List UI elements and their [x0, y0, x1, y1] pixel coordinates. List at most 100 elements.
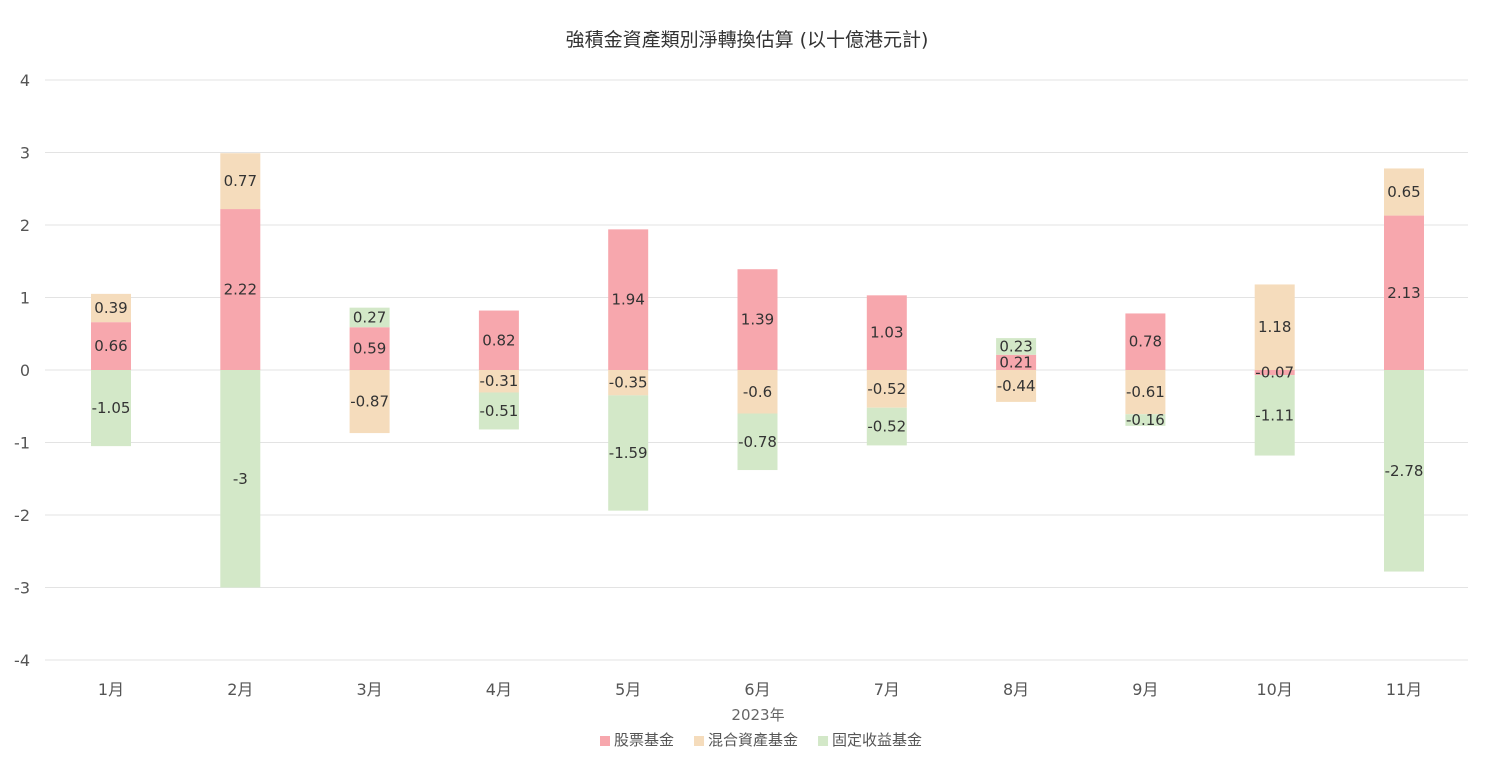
bar-segment-3-6	[737, 413, 778, 471]
chart-title: 強積金資產類別淨轉換估算 (以十億港元計)	[566, 29, 929, 51]
legend-swatch-1	[600, 736, 610, 746]
bar-segment-2-11	[1384, 168, 1424, 216]
legend-label-2: 混合資產基金	[708, 731, 798, 749]
bar-segment-2-3	[349, 370, 390, 434]
x-tick-label: 2月	[227, 680, 253, 699]
y-axis-ticks: 4 3 2 1 0 -1 -2 -3 -4	[14, 71, 30, 670]
bar-segment-1-5	[608, 229, 649, 370]
y-tick-label: 2	[20, 216, 30, 235]
bar-segment-3-4	[478, 392, 519, 430]
data-label: -0.52	[867, 418, 906, 436]
bar-segment-3-3	[349, 307, 390, 328]
data-label: 0.59	[353, 340, 386, 358]
data-label: 2.22	[224, 281, 257, 299]
bar-segment-1-8	[996, 354, 1037, 370]
bar-segment-3-8	[996, 338, 1037, 355]
y-tick-label: 0	[20, 361, 30, 380]
data-label: -1.11	[1255, 406, 1294, 424]
legend: 股票基金 混合資產基金 固定收益基金	[600, 731, 922, 749]
legend-swatch-3	[818, 736, 829, 746]
data-label: 0.21	[999, 353, 1032, 371]
x-tick-label: 9月	[1132, 680, 1158, 699]
data-label: -1.59	[609, 444, 648, 462]
bar-segment-2-7	[866, 370, 907, 408]
data-label: 1.18	[1258, 318, 1291, 336]
data-labels: 0.66 0.39 -1.05 2.22 0.77 -3 0.59 -0.87 0.27 0.82…	[92, 172, 1424, 488]
bar-segment-3-2	[220, 370, 261, 588]
data-label: 0.65	[1387, 183, 1420, 201]
data-label: -0.35	[609, 374, 648, 392]
data-label: -0.16	[1126, 411, 1165, 429]
bar-segment-2-6	[737, 370, 778, 414]
data-label: -0.6	[743, 383, 772, 401]
x-tick-label: 4月	[486, 680, 512, 699]
x-tick-label: 3月	[357, 680, 383, 699]
data-label: -1.05	[92, 399, 131, 417]
bar-segment-2-9	[1125, 370, 1166, 415]
bars	[91, 153, 1424, 588]
bar-segment-1-10	[1254, 370, 1295, 376]
data-label: 0.66	[94, 337, 127, 355]
bar-segment-2-10	[1254, 284, 1295, 370]
data-label: 0.27	[353, 308, 386, 326]
data-label: 0.78	[1129, 333, 1162, 351]
y-tick-label: -1	[14, 434, 30, 453]
data-label: -0.52	[867, 380, 906, 398]
x-tick-label: 1月	[98, 680, 124, 699]
y-tick-label: -3	[14, 579, 30, 598]
data-label: 1.94	[611, 291, 644, 309]
data-label: -2.78	[1385, 462, 1424, 480]
bar-segment-2-4	[478, 370, 519, 393]
y-tick-label: 3	[20, 144, 30, 163]
x-tick-label: 6月	[744, 680, 770, 699]
x-axis-ticks: 1月 2月 3月 4月 5月 6月 7月 8月 9月 10月 11月	[98, 680, 1422, 699]
x-tick-label: 7月	[874, 680, 900, 699]
y-tick-label: -4	[14, 651, 30, 670]
x-tick-label: 10月	[1257, 680, 1293, 699]
data-label: -0.44	[997, 377, 1036, 395]
y-tick-label: -2	[14, 506, 30, 525]
data-label: -0.51	[479, 402, 518, 420]
bar-segment-1-1	[91, 322, 131, 370]
legend-swatch-2	[694, 736, 705, 746]
data-label: -0.61	[1126, 383, 1165, 401]
legend-label-1: 股票基金	[614, 731, 674, 749]
bar-segment-1-2	[220, 209, 261, 370]
bar-segment-3-5	[608, 395, 649, 511]
data-label: 1.03	[870, 324, 903, 342]
x-tick-label: 5月	[615, 680, 641, 699]
x-axis-title: 2023年	[731, 706, 784, 724]
bar-segment-1-6	[737, 269, 778, 370]
bar-segment-2-2	[220, 153, 261, 210]
bar-segment-3-10	[1254, 375, 1295, 456]
bar-segment-2-1	[91, 293, 131, 323]
data-label: -0.07	[1255, 364, 1294, 382]
bar-segment-2-8	[996, 370, 1037, 402]
data-label: -0.78	[738, 433, 777, 451]
data-label: 0.23	[999, 337, 1032, 355]
data-label: -0.31	[479, 372, 518, 390]
bar-segment-3-1	[91, 370, 131, 447]
x-tick-label: 11月	[1386, 680, 1422, 699]
bar-segment-1-7	[866, 295, 907, 370]
x-tick-label: 8月	[1003, 680, 1029, 699]
bar-segment-1-9	[1125, 313, 1166, 370]
data-label: 1.39	[741, 311, 774, 329]
data-label: 2.13	[1387, 284, 1420, 302]
bar-segment-3-11	[1384, 370, 1424, 572]
data-label: 0.82	[482, 331, 515, 349]
data-label: -3	[233, 470, 248, 488]
data-label: 0.77	[224, 172, 257, 190]
bar-segment-3-7	[866, 407, 907, 446]
data-label: 0.39	[94, 299, 127, 317]
data-label: -0.87	[350, 393, 389, 411]
bar-segment-1-11	[1384, 215, 1424, 370]
bar-segment-2-5	[608, 370, 649, 396]
legend-label-3: 固定收益基金	[832, 731, 922, 749]
bar-segment-1-3	[349, 327, 390, 370]
y-tick-label: 1	[20, 289, 30, 308]
y-tick-label: 4	[20, 71, 30, 90]
bar-segment-1-4	[478, 310, 519, 370]
